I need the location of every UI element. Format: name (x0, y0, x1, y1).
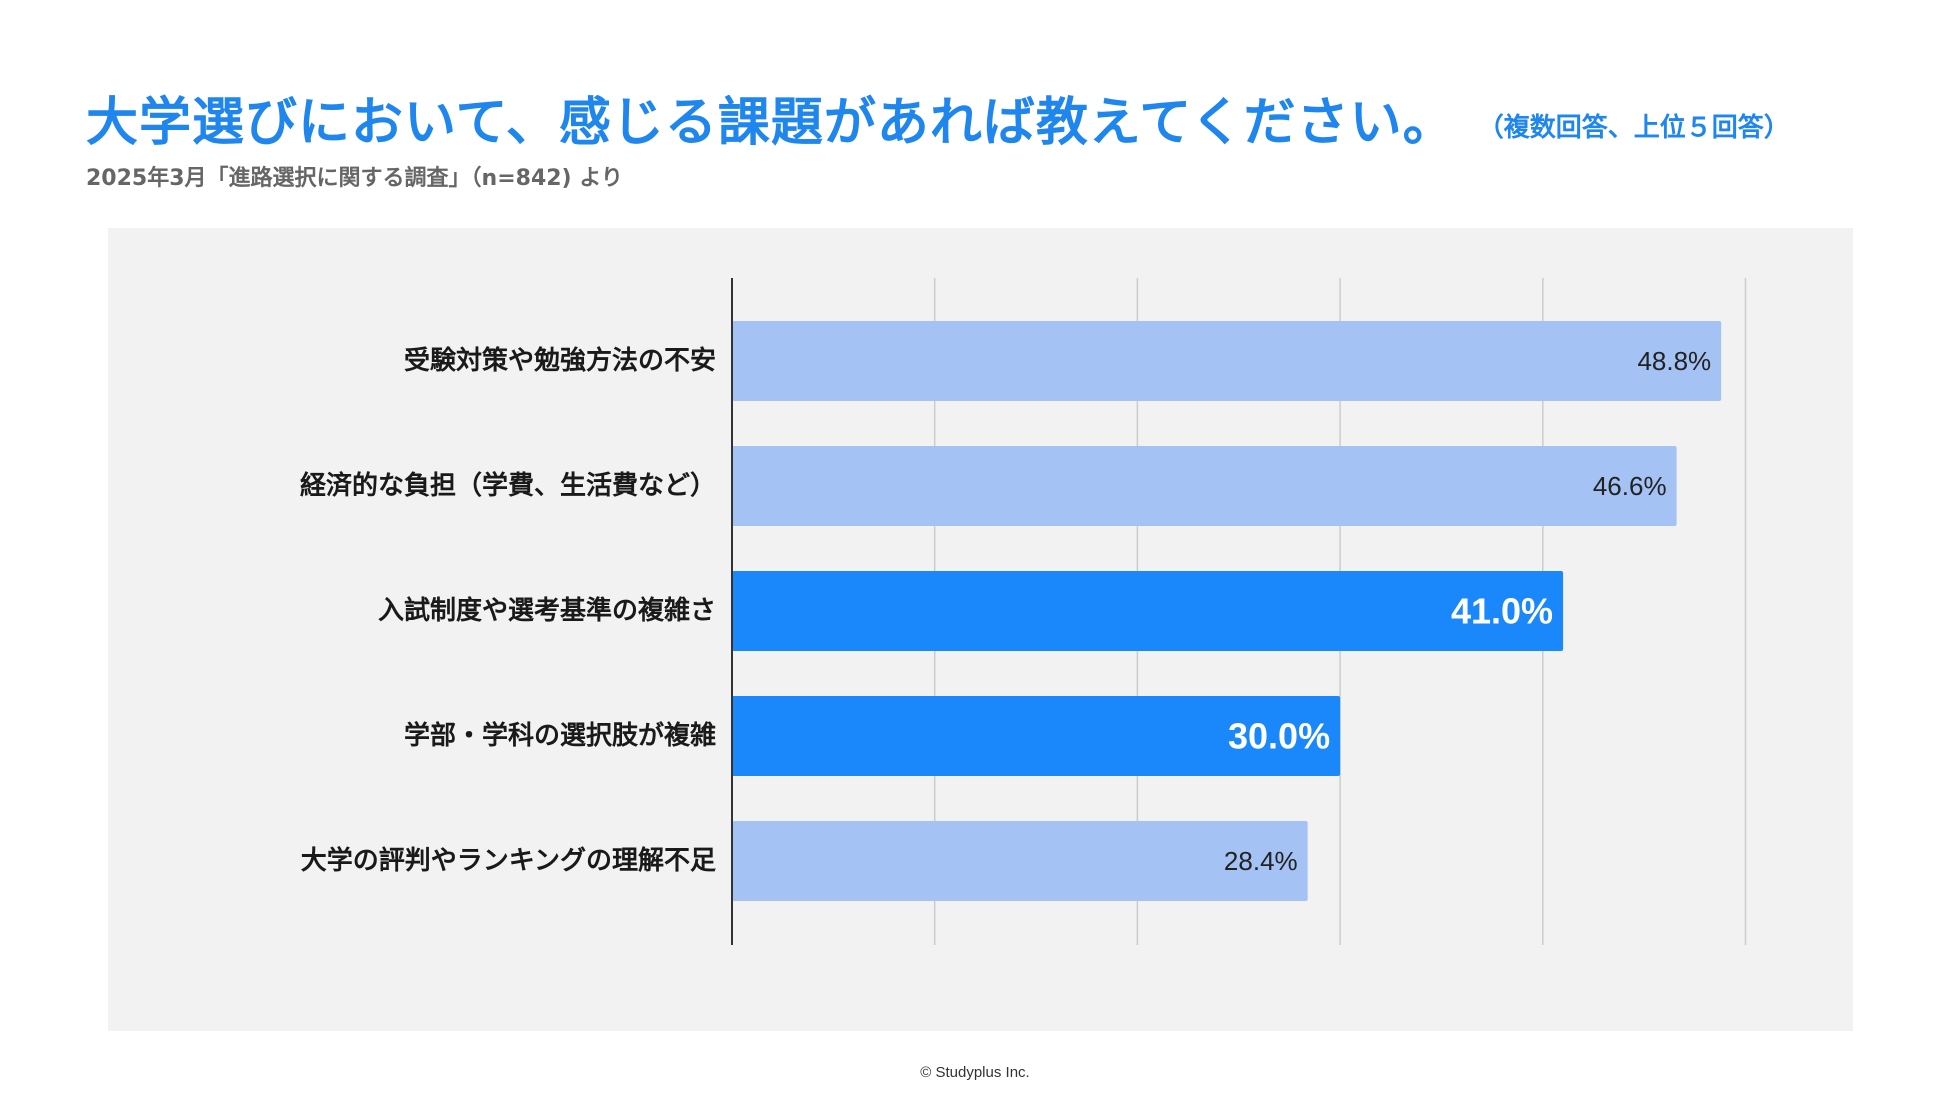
category-label: 学部・学科の選択肢が複雑 (404, 720, 716, 751)
subtitle: 2025年3月「進路選択に関する調査」（n=842) より (86, 166, 623, 191)
bar-chart: 受験対策や勉強方法の不安 48.8% 経済的な負担（学費、生活費など） 46.6% 入試… (300, 278, 1747, 945)
copyright-footer: © Studyplus Inc. (920, 1064, 1030, 1081)
page-title: 大学選びにおいて、感じる課題があれば教えてください。 (86, 93, 1456, 153)
value-label: 28.4% (1224, 846, 1298, 876)
bar (732, 821, 1308, 901)
value-label: 41.0% (1451, 591, 1553, 632)
category-label: 経済的な負担（学費、生活費など） (300, 470, 716, 501)
bar (732, 571, 1564, 651)
value-label: 30.0% (1228, 716, 1330, 757)
category-label: 大学の評判やランキングの理解不足 (301, 845, 716, 876)
value-label: 48.8% (1637, 346, 1711, 376)
chart-panel: 受験対策や勉強方法の不安 48.8% 経済的な負担（学費、生活費など） 46.6% 入試… (108, 228, 1853, 1031)
bar (732, 321, 1722, 401)
title-note: （複数回答、上位５回答） (1477, 113, 1790, 143)
value-label: 46.6% (1593, 471, 1667, 501)
category-label: 入試制度や選考基準の複雑さ (378, 595, 716, 626)
bar (732, 446, 1677, 526)
bar (732, 696, 1341, 776)
category-label: 受験対策や勉強方法の不安 (404, 345, 716, 376)
title-row: 大学選びにおいて、感じる課題があれば教えてください。 （複数回答、上位５回答） (86, 80, 1790, 155)
